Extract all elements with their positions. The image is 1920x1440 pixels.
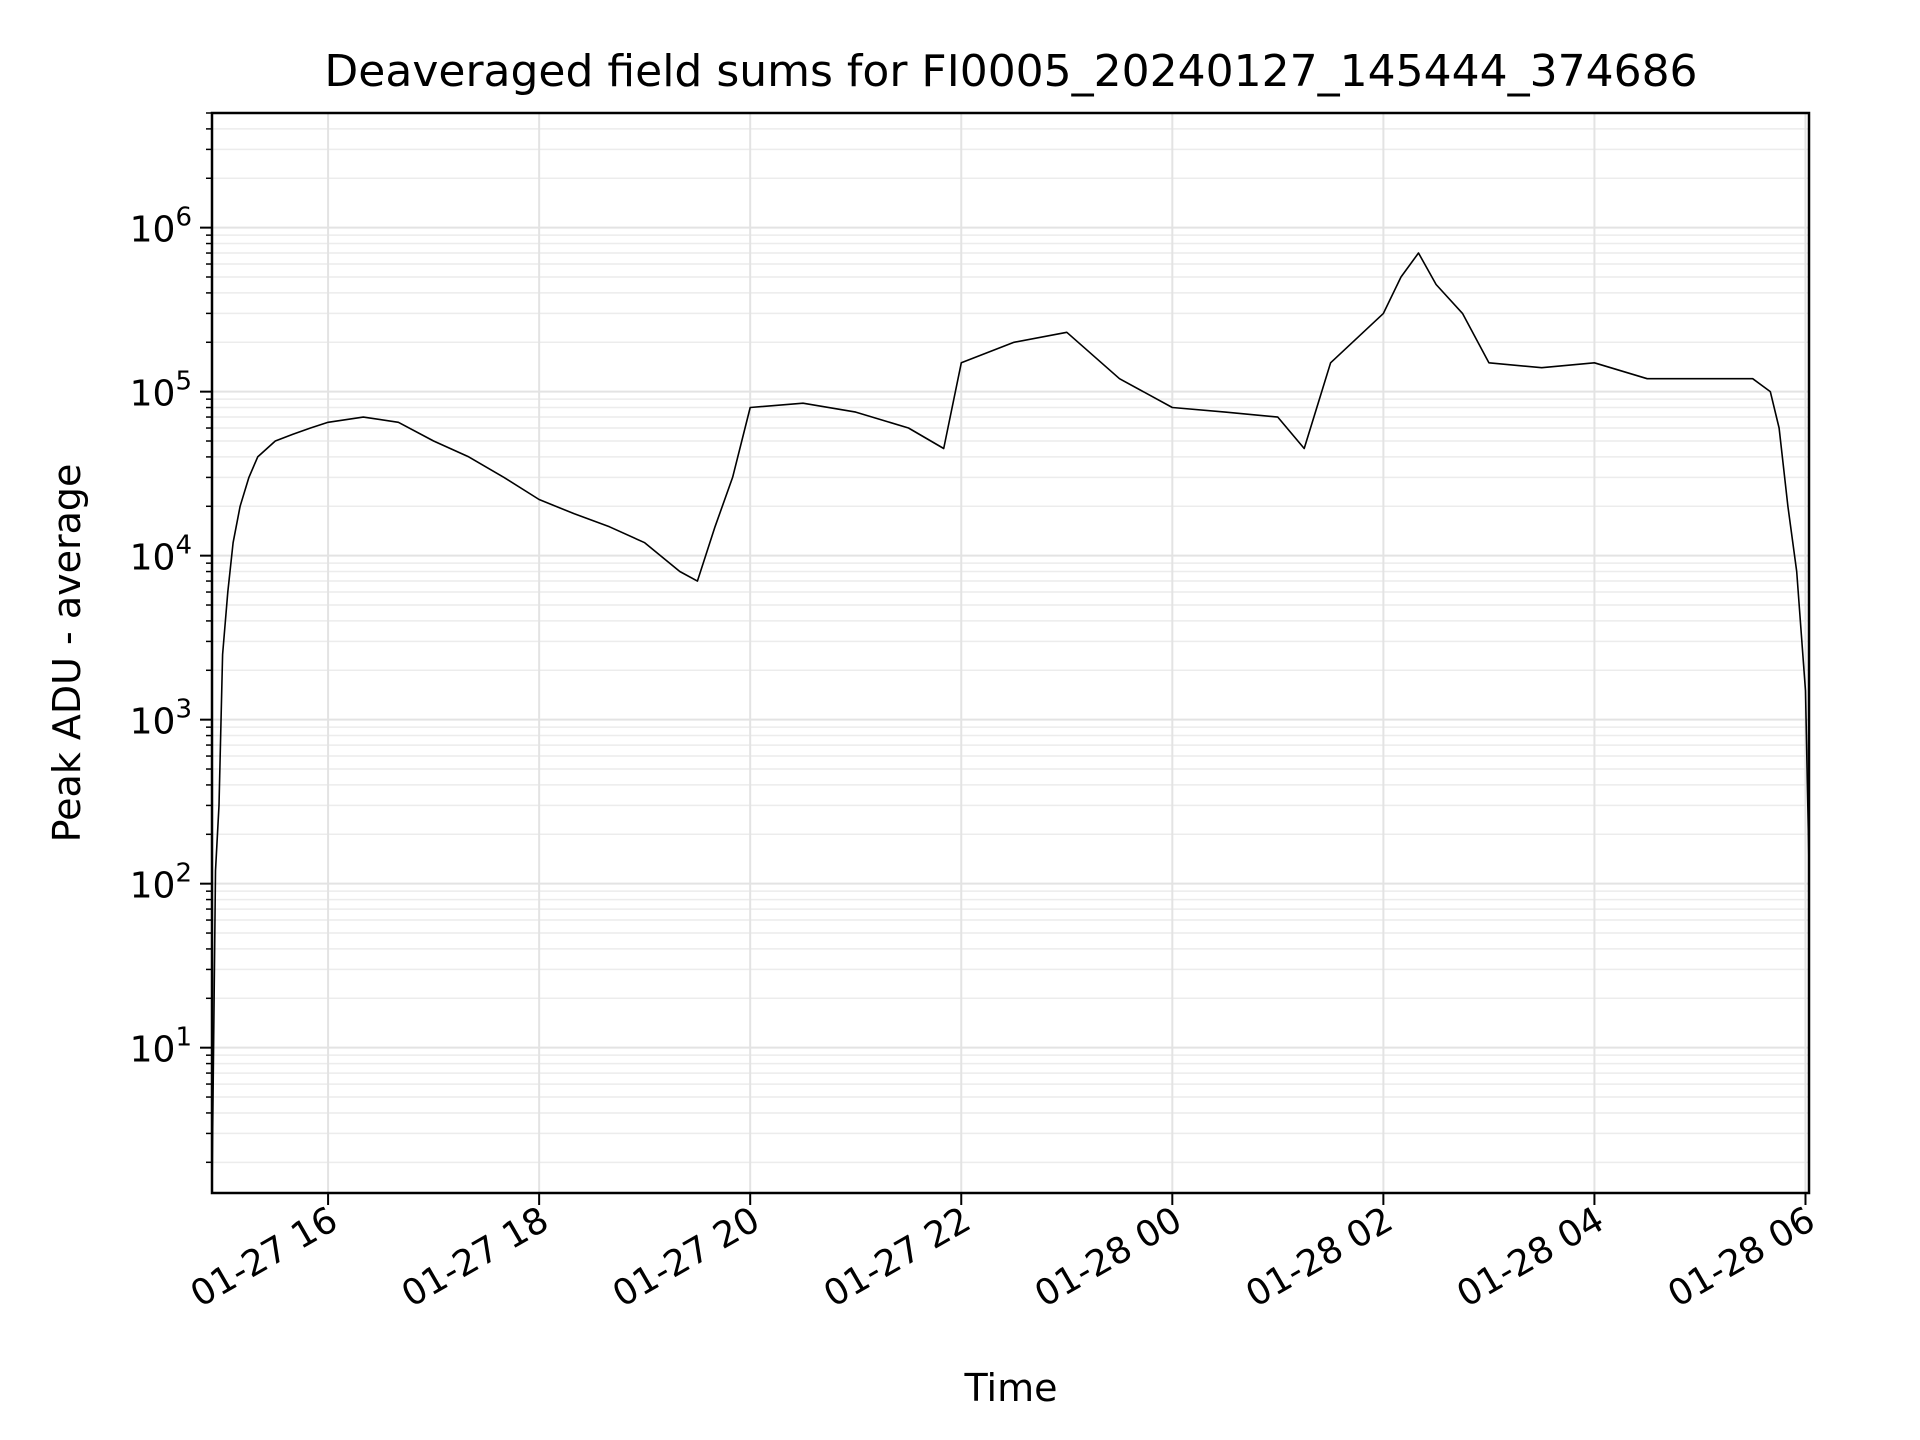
y-tick-label: 104 xyxy=(130,531,192,579)
series-line xyxy=(211,252,1810,1194)
x-tick-label: 01-28 06 xyxy=(1661,1199,1822,1315)
x-tick-label: 01-28 04 xyxy=(1450,1199,1611,1315)
plot-frame xyxy=(210,111,1811,1195)
y-axis: 101 102 103 104 105 106 xyxy=(130,112,212,1164)
y-tick-label: 106 xyxy=(130,203,192,251)
x-tick-label: 01-27 22 xyxy=(817,1199,978,1315)
grid-lines xyxy=(212,112,1809,1193)
chart-title: Deaveraged field sums for FI0005_2024012… xyxy=(324,46,1697,97)
y-tick-label: 105 xyxy=(130,367,192,415)
x-tick-label: 01-27 16 xyxy=(184,1199,345,1315)
data-series xyxy=(211,252,1810,1194)
y-tick-label: 102 xyxy=(130,859,192,907)
y-tick-label: 101 xyxy=(130,1023,192,1071)
x-tick-label: 01-27 18 xyxy=(395,1199,556,1315)
x-tick-label: 01-27 20 xyxy=(606,1199,767,1315)
x-axis-label: Time xyxy=(964,1366,1058,1410)
x-tick-label: 01-28 02 xyxy=(1239,1199,1400,1315)
y-axis-label: Peak ADU - average xyxy=(45,464,89,843)
y-tick-label: 103 xyxy=(130,695,192,743)
x-tick-label: 01-28 00 xyxy=(1028,1199,1189,1315)
x-axis: 01-27 16 01-27 18 01-27 20 01-27 22 01-28 00… xyxy=(184,1193,1822,1316)
